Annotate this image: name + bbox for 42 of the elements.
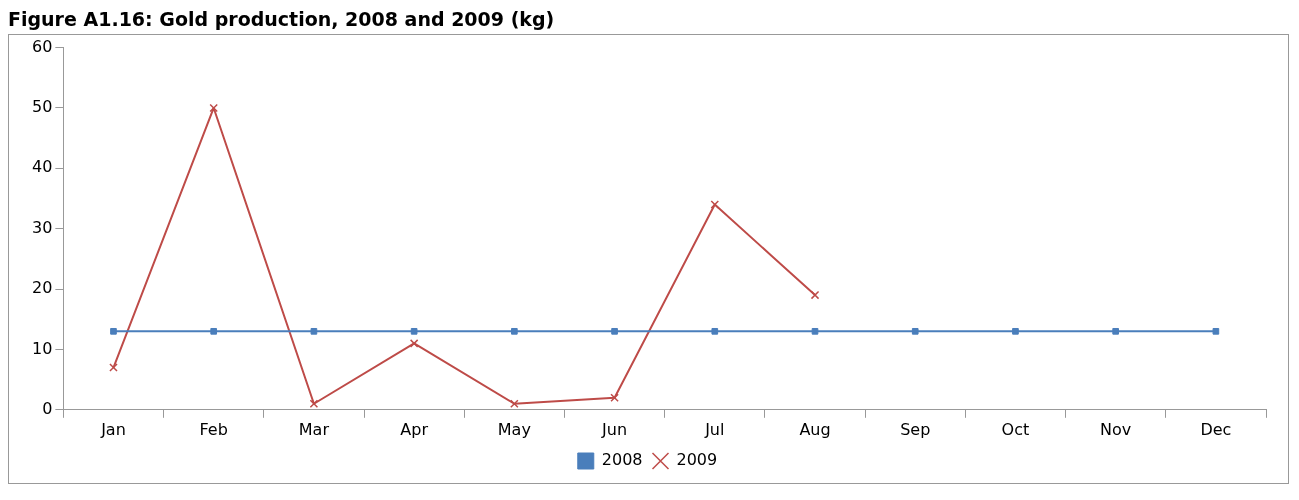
point <box>309 399 319 409</box>
y-tick-label: 20 <box>32 278 53 298</box>
y-tick-label: 30 <box>32 217 53 237</box>
point <box>810 290 820 300</box>
x-tick-label: Jan <box>100 419 126 439</box>
x-tick-label: May <box>497 419 531 439</box>
legend-label: 2008 <box>601 450 643 470</box>
point <box>611 328 618 335</box>
point <box>911 328 919 335</box>
y-tick-label: 60 <box>32 36 53 56</box>
point <box>1112 328 1119 335</box>
point <box>209 103 218 113</box>
x-tick-label: Mar <box>298 419 330 439</box>
x-tick-label: Oct <box>1001 419 1030 439</box>
y-tick-label: 0 <box>42 398 53 418</box>
x-tick-label: Jul <box>704 419 725 439</box>
point <box>710 200 720 209</box>
y-tick-label: 40 <box>32 157 53 177</box>
point <box>410 328 418 335</box>
point <box>811 328 819 335</box>
x-tick-label: Sep <box>900 419 931 439</box>
point <box>610 393 619 403</box>
x-tick-label: Jun <box>601 419 628 439</box>
x-tick-label: Aug <box>799 419 831 439</box>
legend-label: 2009 <box>676 450 718 470</box>
x-tick-label: Dec <box>1200 419 1232 439</box>
chart-title: Figure A1.16: Gold production, 2008 and 2009 (kg) <box>8 8 556 32</box>
y-tick-label: 50 <box>32 97 53 117</box>
x-tick-label: Apr <box>400 419 429 439</box>
point <box>510 399 519 409</box>
point <box>511 328 518 335</box>
x-tick-label: Nov <box>1100 419 1132 439</box>
point <box>711 328 719 335</box>
point <box>310 328 318 335</box>
x-tick-label: Feb <box>199 419 228 439</box>
y-tick-label: 10 <box>32 338 53 358</box>
point <box>1012 328 1019 335</box>
point <box>1212 328 1220 335</box>
point <box>110 328 117 335</box>
point <box>210 328 218 335</box>
point <box>409 339 419 348</box>
point <box>109 363 118 372</box>
